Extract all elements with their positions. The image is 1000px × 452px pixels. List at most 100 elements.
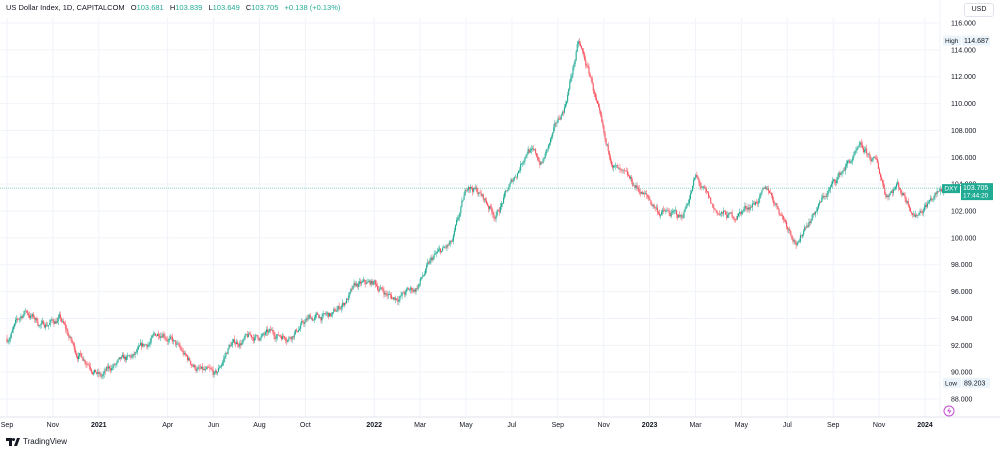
- candle: [169, 336, 171, 339]
- candle: [224, 356, 226, 359]
- candle: [834, 179, 836, 182]
- candle: [763, 188, 765, 189]
- candle: [509, 183, 511, 187]
- candle: [839, 172, 841, 175]
- tradingview-logo[interactable]: TradingView: [6, 437, 67, 446]
- candle: [507, 190, 509, 192]
- candle: [940, 189, 942, 192]
- candle: [294, 329, 296, 335]
- candle: [286, 340, 288, 342]
- candle: [272, 329, 274, 333]
- candle: [230, 344, 232, 347]
- candle: [751, 203, 753, 208]
- candle: [527, 149, 529, 155]
- candle: [517, 170, 520, 174]
- candle: [747, 207, 749, 210]
- candle: [128, 355, 130, 357]
- candle: [523, 161, 525, 163]
- candle: [148, 344, 150, 346]
- candle: [477, 191, 479, 195]
- candle: [618, 167, 620, 169]
- candle: [448, 244, 450, 246]
- candle: [651, 204, 653, 206]
- candle: [343, 303, 345, 306]
- candle: [624, 170, 626, 172]
- x-tick-label: 2022: [366, 422, 382, 429]
- candle: [252, 337, 254, 338]
- candle: [405, 289, 407, 292]
- candle: [182, 350, 184, 355]
- candle: [563, 107, 565, 113]
- candle: [468, 187, 470, 190]
- candle: [228, 344, 230, 349]
- candle: [912, 213, 914, 215]
- candle: [130, 355, 132, 358]
- low-label: Low: [945, 380, 957, 387]
- candle: [905, 198, 907, 203]
- candle: [500, 203, 502, 207]
- candle: [114, 364, 116, 365]
- y-tick-label: 96.000: [951, 289, 973, 296]
- candle: [488, 205, 490, 209]
- candle: [877, 162, 879, 170]
- candle: [101, 376, 103, 377]
- candle: [593, 90, 595, 94]
- candle: [92, 372, 95, 374]
- candle: [291, 336, 293, 340]
- candle: [538, 160, 540, 162]
- candle: [727, 214, 729, 218]
- candle: [39, 325, 41, 326]
- candle: [204, 369, 206, 370]
- candle: [24, 310, 26, 312]
- symbol-title[interactable]: US Dollar Index, 1D, CAPITALCOM: [6, 3, 125, 12]
- candle: [739, 211, 741, 214]
- candle: [258, 338, 260, 341]
- y-tick-label: 112.000: [951, 74, 976, 81]
- y-tick-label: 114.000: [951, 47, 976, 54]
- currency-button[interactable]: USD: [964, 3, 994, 17]
- candle: [483, 198, 485, 200]
- candle: [225, 352, 227, 357]
- candle: [275, 337, 277, 339]
- candle: [472, 188, 474, 192]
- candle: [494, 217, 496, 219]
- candle: [678, 214, 680, 218]
- candle: [499, 206, 501, 213]
- candle: [921, 212, 923, 214]
- candle: [594, 93, 596, 98]
- candle: [648, 196, 650, 199]
- candle: [602, 121, 604, 126]
- candle: [313, 317, 316, 320]
- candle: [847, 160, 850, 162]
- candle: [938, 191, 940, 192]
- candle: [36, 318, 38, 323]
- candle: [529, 150, 531, 153]
- candle: [871, 159, 873, 162]
- candle: [495, 215, 497, 219]
- candle: [68, 335, 70, 338]
- candle: [899, 187, 901, 190]
- last-price-label: 103.705: [963, 185, 988, 192]
- candle: [554, 122, 556, 128]
- candle: [257, 335, 259, 339]
- candle: [335, 311, 337, 312]
- y-tick-label: 94.000: [951, 316, 973, 323]
- candle: [158, 333, 160, 337]
- candle: [194, 364, 196, 369]
- lightning-icon[interactable]: [943, 405, 955, 417]
- candle: [69, 336, 71, 338]
- candle: [85, 362, 87, 365]
- candle: [591, 78, 593, 84]
- candle: [773, 199, 775, 204]
- candle: [760, 192, 762, 195]
- candle: [616, 165, 618, 166]
- candle: [6, 338, 8, 342]
- candle: [80, 353, 82, 354]
- candle: [931, 198, 933, 200]
- candle: [906, 201, 908, 203]
- candle: [338, 306, 340, 309]
- candle: [239, 343, 241, 347]
- candle: [72, 342, 74, 344]
- candle: [897, 182, 899, 184]
